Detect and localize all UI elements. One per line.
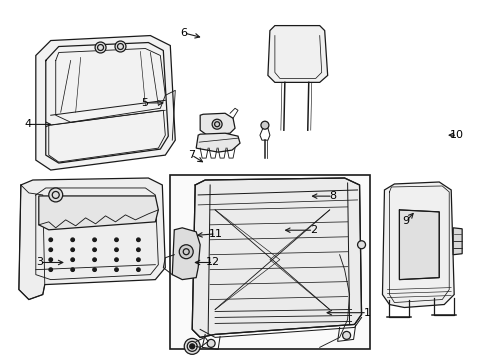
Circle shape — [49, 268, 52, 271]
Text: 4: 4 — [24, 120, 31, 129]
Polygon shape — [453, 228, 462, 255]
Polygon shape — [36, 36, 175, 170]
Circle shape — [190, 344, 195, 349]
Circle shape — [115, 248, 118, 252]
Text: 12: 12 — [206, 257, 220, 267]
Circle shape — [261, 121, 269, 129]
Circle shape — [95, 42, 106, 53]
Circle shape — [115, 41, 126, 52]
Text: 6: 6 — [180, 28, 188, 38]
Text: 5: 5 — [142, 98, 148, 108]
Circle shape — [343, 332, 350, 339]
Bar — [171, 175, 369, 349]
Polygon shape — [268, 26, 328, 82]
Polygon shape — [192, 178, 362, 337]
Circle shape — [358, 241, 366, 249]
Polygon shape — [39, 196, 158, 230]
Circle shape — [93, 238, 97, 242]
Text: 10: 10 — [450, 130, 465, 140]
Polygon shape — [19, 178, 165, 300]
Text: 9: 9 — [402, 216, 410, 226]
Circle shape — [115, 238, 118, 242]
Circle shape — [137, 268, 140, 271]
Circle shape — [184, 338, 200, 354]
Circle shape — [179, 245, 193, 259]
Polygon shape — [196, 133, 240, 152]
Text: 11: 11 — [209, 229, 223, 239]
Circle shape — [71, 258, 74, 261]
Circle shape — [71, 238, 74, 242]
Text: 1: 1 — [364, 308, 370, 318]
Polygon shape — [399, 210, 439, 280]
Circle shape — [115, 268, 118, 271]
Circle shape — [49, 248, 52, 252]
Text: 8: 8 — [329, 191, 337, 201]
Polygon shape — [200, 113, 235, 135]
Circle shape — [137, 238, 140, 242]
Circle shape — [93, 268, 97, 271]
Polygon shape — [172, 228, 200, 280]
Circle shape — [49, 258, 52, 261]
Circle shape — [71, 248, 74, 252]
Circle shape — [49, 238, 52, 242]
Polygon shape — [383, 182, 454, 307]
Circle shape — [93, 258, 97, 261]
Text: 3: 3 — [36, 257, 44, 267]
Circle shape — [93, 248, 97, 252]
Circle shape — [137, 258, 140, 261]
Text: 7: 7 — [188, 150, 195, 160]
Text: 2: 2 — [310, 225, 317, 235]
Circle shape — [137, 248, 140, 252]
Circle shape — [71, 268, 74, 271]
Circle shape — [212, 119, 222, 129]
Circle shape — [207, 339, 215, 347]
Circle shape — [115, 258, 118, 261]
Circle shape — [49, 188, 63, 202]
